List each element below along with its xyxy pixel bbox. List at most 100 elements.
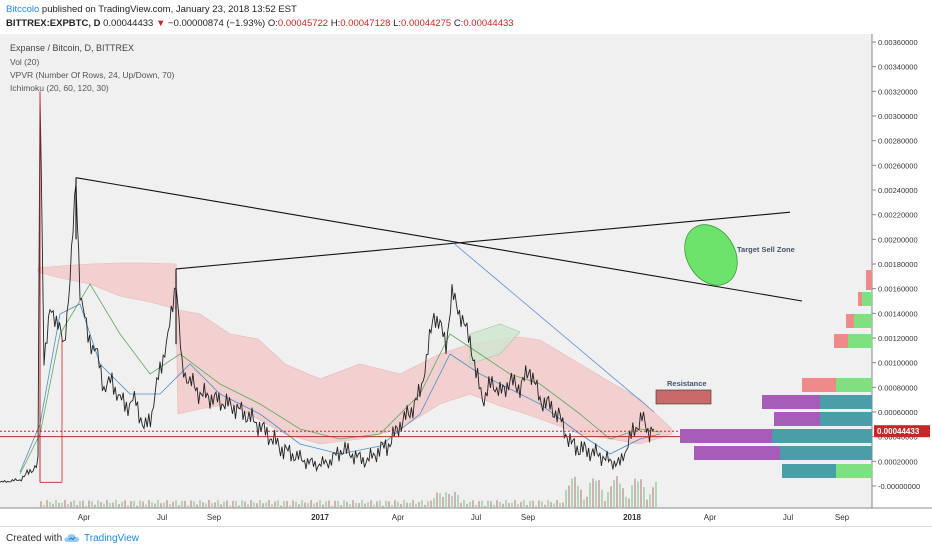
volume-bar (442, 496, 444, 508)
volume-bar (382, 505, 384, 508)
volume-bar (64, 500, 66, 508)
y-tick-label: 0.00120000 (878, 334, 918, 343)
volume-bar (85, 505, 87, 508)
ohlc-line: BITTREX:EXPBTC, D 0.00044433 ▼ −0.000008… (6, 18, 514, 29)
volume-bar (283, 500, 285, 508)
volume-bar (112, 502, 114, 508)
legend-ichimoku: Ichimoku (20, 60, 120, 30) (10, 83, 109, 93)
tradingview-cloud-icon (64, 534, 79, 542)
volume-bar (451, 495, 453, 508)
volume-bar (613, 479, 615, 508)
volume-bar (97, 500, 99, 508)
chart-area[interactable]: Target Sell Zone Resistance Expanse / Bi… (0, 34, 932, 526)
volume-bar (52, 503, 54, 508)
volume-bar (73, 500, 75, 508)
volume-bar (67, 503, 69, 508)
volume-bar (514, 500, 516, 508)
volume-bar (178, 505, 180, 508)
volume-bar (163, 502, 165, 508)
author-link[interactable]: Bitccolo (6, 4, 40, 15)
symbol-label: BITTREX:EXPBTC, D (6, 18, 101, 29)
trend-lines[interactable] (75, 177, 803, 413)
volume-bar (625, 496, 627, 508)
volume-bars (40, 476, 657, 508)
close-label: C: (453, 18, 464, 29)
volume-bar (70, 501, 72, 508)
resistance-box[interactable] (655, 389, 712, 405)
volume-bar (43, 504, 45, 508)
volume-bar (649, 494, 651, 508)
volume-bar (367, 502, 369, 508)
close-value: 0.00044433 (463, 18, 514, 29)
volume-bar (586, 496, 588, 508)
volume-bar (151, 502, 153, 508)
volume-bar (568, 485, 570, 508)
volume-bar (127, 505, 129, 508)
volume-bar (565, 489, 567, 508)
volume-bar (481, 500, 483, 508)
volume-bar (388, 501, 390, 508)
volume-bar (433, 497, 435, 508)
volume-bar (409, 502, 411, 508)
ichimoku-cloud (37, 262, 673, 445)
volume-bar (46, 500, 48, 508)
volume-bar (334, 500, 336, 508)
tradingview-brand-link[interactable]: TradingView (84, 533, 140, 544)
last-price: 0.00044433 (103, 18, 154, 29)
x-tick-label: Jul (157, 513, 167, 522)
chart-legend: Expanse / Bitcoin, D, BITTREX Vol (20) V… (10, 43, 175, 93)
y-tick-label: 0.00080000 (878, 383, 918, 392)
volume-bar (181, 500, 183, 508)
x-tick-label: Apr (704, 513, 717, 522)
volume-bar (370, 500, 372, 508)
volume-bar (487, 500, 489, 508)
volume-bar (79, 501, 81, 508)
volume-bar (184, 500, 186, 508)
volume-bar (76, 505, 78, 508)
volume-bar (145, 504, 147, 508)
volume-bar (508, 502, 510, 508)
chart-svg[interactable]: Target Sell Zone Resistance Expanse / Bi… (0, 34, 932, 526)
x-tick-label: 2018 (623, 513, 641, 522)
volume-bar (493, 504, 495, 508)
volume-bar (616, 476, 618, 508)
volume-bar (628, 498, 630, 508)
volume-bar (556, 500, 558, 508)
x-tick-label: Sep (521, 513, 536, 522)
volume-bar (379, 500, 381, 508)
open-value: 0.00045722 (277, 18, 329, 29)
volume-bar (346, 501, 348, 508)
volume-bar (94, 504, 96, 508)
volume-bar (589, 482, 591, 508)
volume-bar (439, 493, 441, 508)
volume-bar (340, 505, 342, 508)
y-tick-label: 0.00060000 (878, 408, 918, 417)
volume-bar (553, 503, 555, 508)
y-tick-label: 0.00200000 (878, 235, 918, 244)
volume-bar (325, 501, 327, 508)
volume-bar (253, 502, 255, 508)
volume-bar (142, 501, 144, 508)
cloud-area-green (469, 323, 521, 365)
volume-bar (373, 504, 375, 508)
vpvr-up-bar (820, 395, 872, 409)
volume-bar (604, 501, 606, 508)
y-tick-label: 0.00180000 (878, 260, 918, 269)
y-tick-label: 0.00220000 (878, 211, 918, 220)
volume-bar (535, 505, 537, 508)
falling-trend-line (451, 241, 655, 413)
publish-info: Bitccolo published on TradingView.com, J… (6, 4, 297, 15)
volume-bar (226, 500, 228, 508)
volume-bar (100, 502, 102, 508)
volume-bar (364, 503, 366, 508)
volume-bar (280, 505, 282, 508)
volume-bar (547, 500, 549, 508)
volume-bar (397, 501, 399, 508)
volume-bar (622, 488, 624, 508)
volume-bar (328, 500, 330, 508)
volume-bar (313, 503, 315, 508)
volume-bar (274, 501, 276, 508)
target-sell-zone-ellipse[interactable] (674, 215, 748, 294)
volume-bar (118, 504, 120, 508)
volume-bar (574, 476, 576, 508)
